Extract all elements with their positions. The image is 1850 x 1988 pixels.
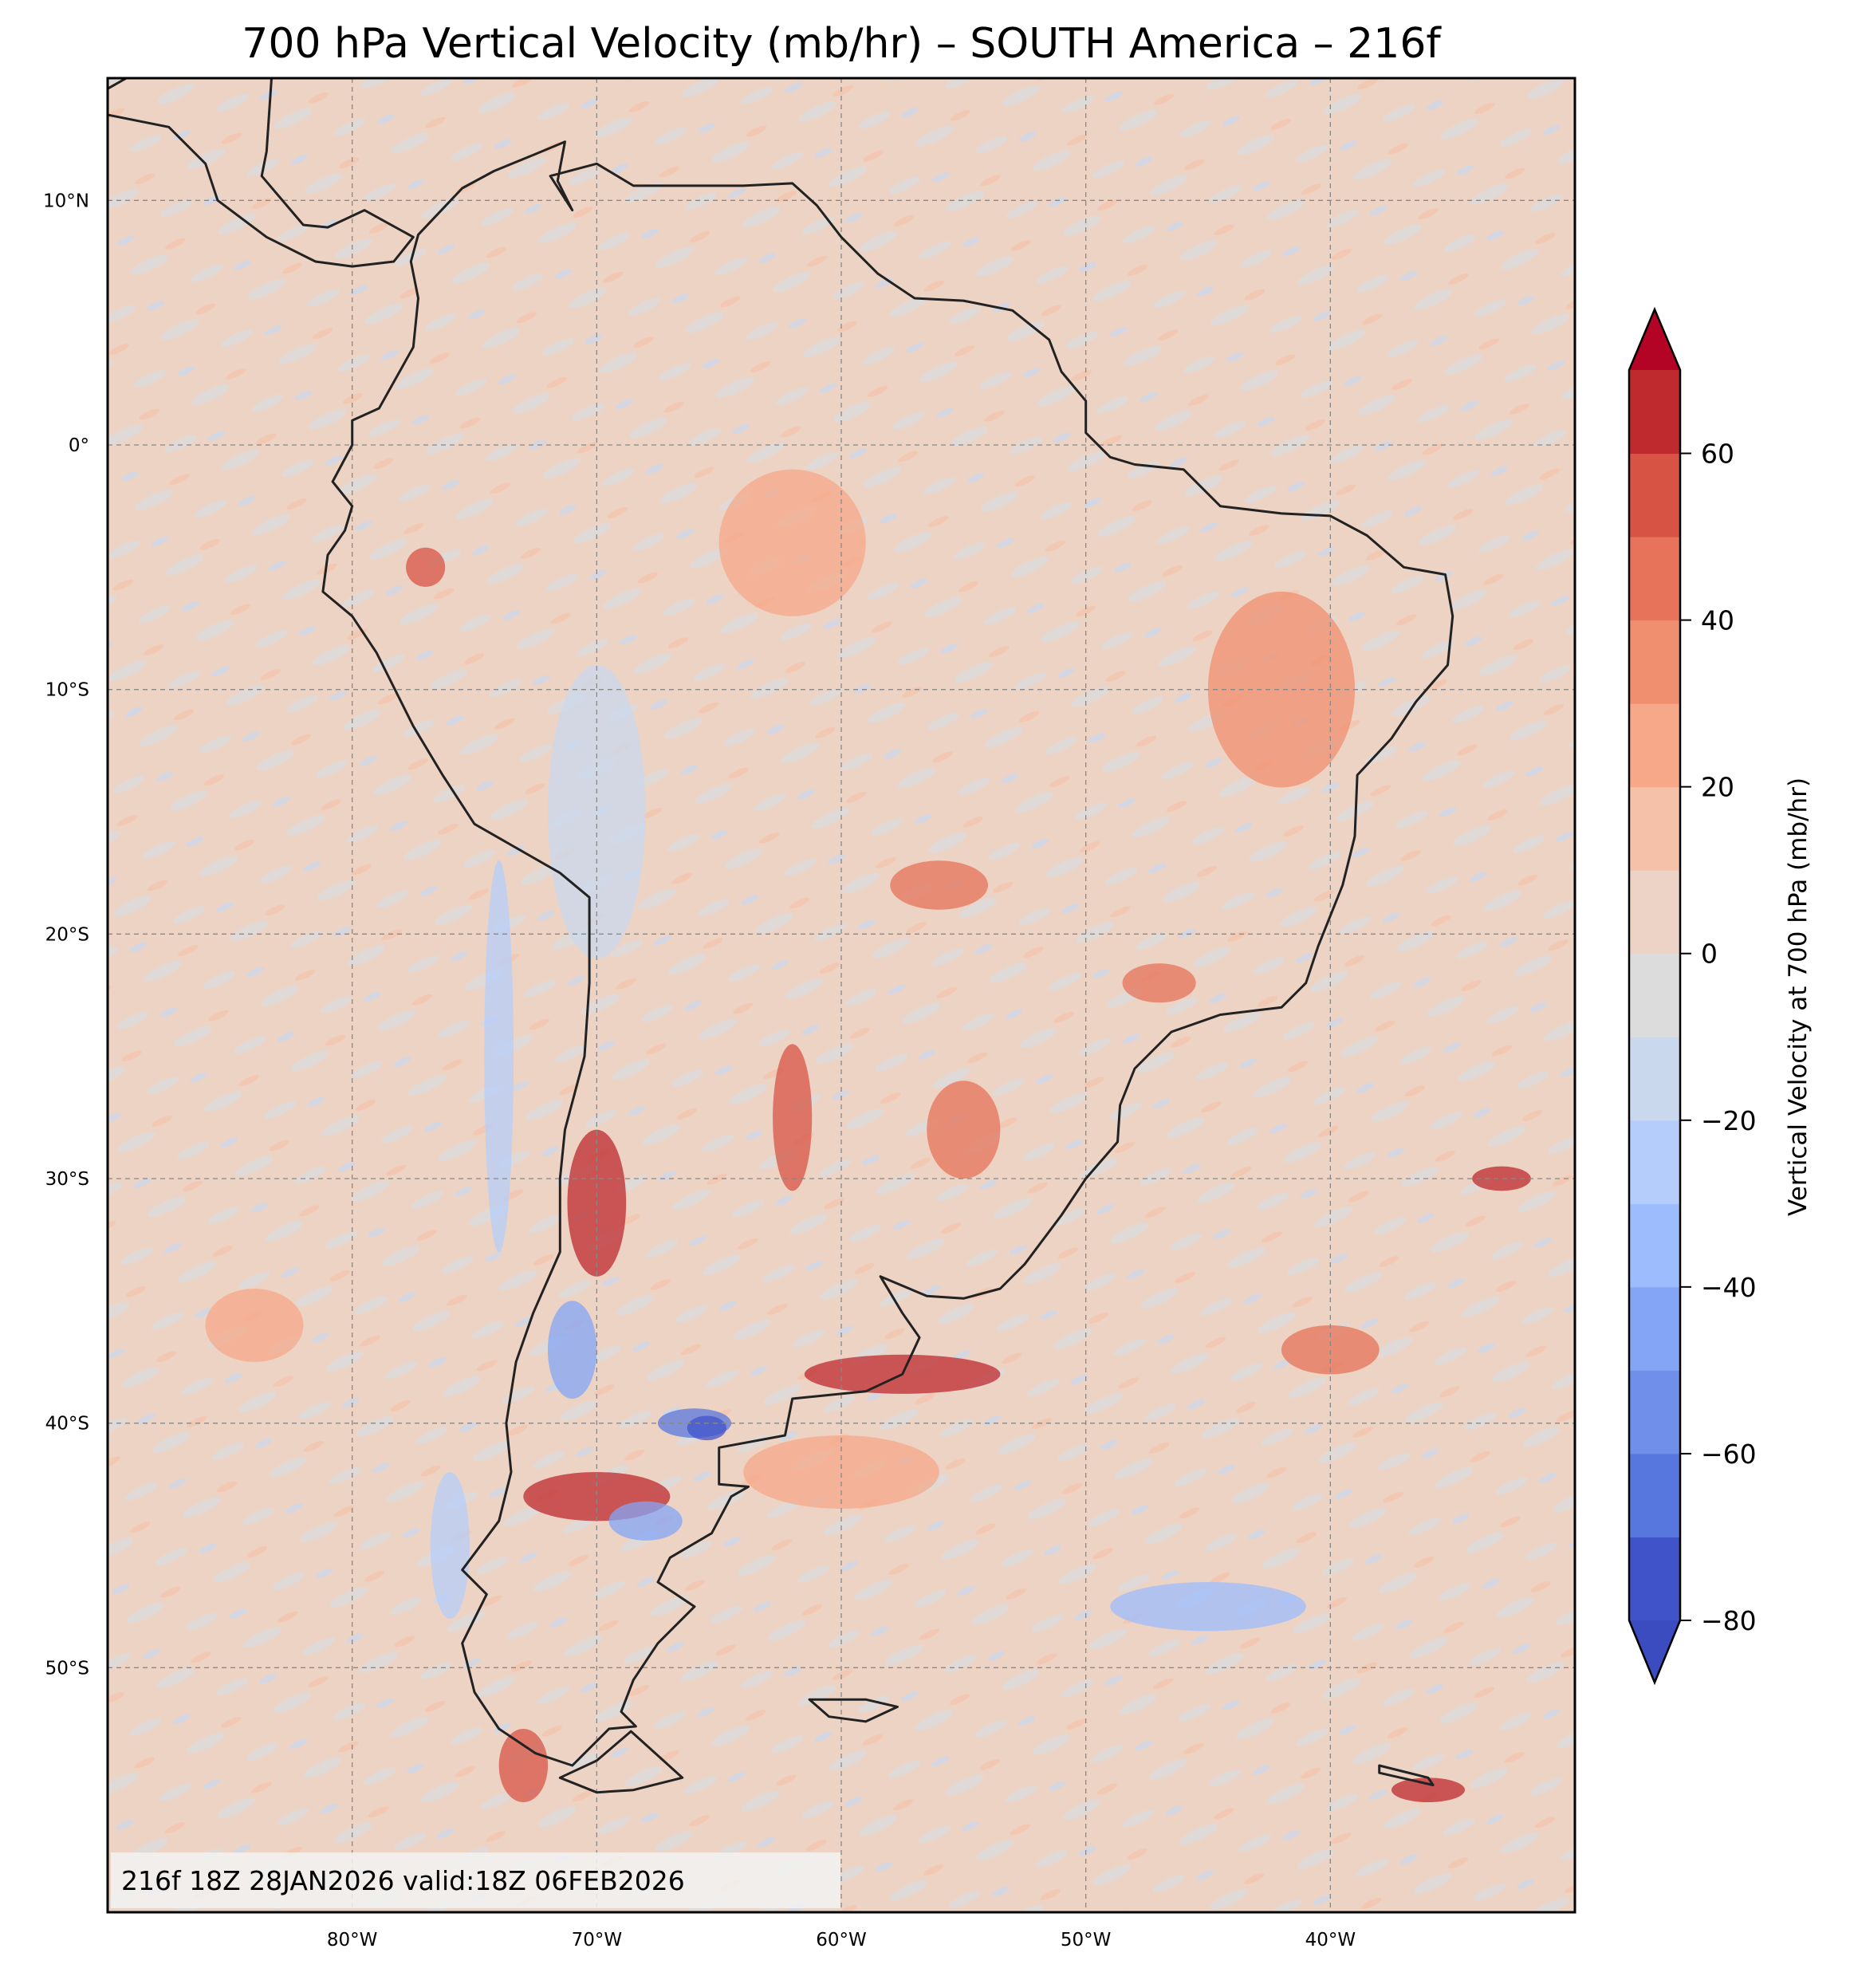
colorbar: 60 40 20 0 −20 −40 −60 −80 [1628, 306, 1757, 1686]
lon-tick-label: 70°W [572, 1930, 623, 1951]
colorbar-band [1629, 453, 1680, 537]
colorbar-band [1629, 537, 1680, 621]
lon-tick-label: 80°W [327, 1930, 378, 1951]
field-blob [743, 1435, 939, 1510]
colorbar-tick-label: −80 [1701, 1605, 1757, 1636]
central-america-coast [108, 78, 415, 268]
colorbar-band [1629, 1037, 1680, 1121]
field-blob [547, 1301, 597, 1399]
chart-title: 700 hPa Vertical Velocity (mb/hr) – SOUT… [242, 20, 1442, 68]
lat-tick-label: 20°S [45, 924, 89, 945]
field-blob [547, 664, 646, 959]
timestamp-label: 216f 18Z 28JAN2026 valid:18Z 06FEB2026 [121, 1865, 685, 1896]
colorbar-band [1629, 370, 1680, 455]
field-blob [927, 1081, 1001, 1179]
colorbar-tick-label: −20 [1701, 1105, 1757, 1136]
south-georgia-coast [1378, 1764, 1435, 1786]
field-blob [1281, 1325, 1380, 1375]
colorbar-extend-max [1629, 309, 1680, 370]
colorbar-band [1629, 953, 1680, 1037]
colorbar-tick-label: 40 [1701, 605, 1734, 636]
lat-tick-label: 40°S [45, 1414, 89, 1435]
tierra-del-fuego-coast [558, 1730, 684, 1794]
falkland-islands-coast [808, 1698, 899, 1723]
field-blob [430, 1471, 470, 1620]
colorbar-band [1629, 1203, 1680, 1288]
lat-tick-label: 10°N [43, 191, 89, 211]
colorbar-tick-label: −40 [1701, 1272, 1757, 1303]
colorbar-extend-min [1629, 1620, 1680, 1683]
colorbar-band [1629, 1453, 1680, 1537]
field-blob [687, 1415, 726, 1441]
lon-tick-label: 50°W [1061, 1930, 1112, 1951]
field-blob [718, 469, 866, 616]
lat-tick-label: 0° [69, 435, 89, 456]
colorbar-band [1629, 1370, 1680, 1455]
map-frame [106, 77, 1576, 1914]
colorbar-band [1629, 1120, 1680, 1204]
lat-tick-label: 30°S [45, 1169, 89, 1190]
colorbar-label: Vertical Velocity at 700 hPa (mb/hr) [1784, 777, 1813, 1216]
colorbar-band [1629, 786, 1680, 871]
colorbar-band [1629, 703, 1680, 788]
timestamp-box: 216f 18Z 28JAN2026 valid:18Z 06FEB2026 [111, 1852, 840, 1908]
axis-labels: 80°W 70°W 60°W 50°W 40°W 10°N 0° 10°S 20°S 30°S 40… [43, 191, 1356, 1951]
lon-tick-label: 40°W [1305, 1930, 1356, 1951]
map-panel [108, 78, 1575, 1912]
colorbar-tick-label: 60 [1701, 439, 1734, 470]
field-blob [484, 860, 514, 1253]
field-blob [1472, 1166, 1531, 1191]
lat-tick-label: 50°S [45, 1658, 89, 1679]
field-blob [406, 547, 446, 587]
colorbar-tick-label: 20 [1701, 772, 1734, 803]
colorbar-band [1629, 1286, 1680, 1371]
field-blob [1207, 591, 1356, 788]
field-blob [498, 1728, 549, 1803]
south-america-coast [321, 140, 1454, 1767]
colorbar-tick-label: −60 [1701, 1439, 1757, 1470]
field-blob [205, 1288, 304, 1363]
field-blob [1391, 1777, 1466, 1803]
lon-tick-label: 60°W [816, 1930, 867, 1951]
field-blob [1122, 963, 1196, 1003]
field-blob [890, 860, 989, 910]
lat-tick-label: 10°S [45, 680, 89, 701]
colorbar-band [1629, 620, 1680, 704]
field-blob [1110, 1581, 1306, 1632]
gridlines [108, 78, 1575, 1912]
velocity-field [205, 469, 1531, 1803]
field-blob [773, 1044, 813, 1191]
colorbar-band [1629, 870, 1680, 955]
coastlines [108, 78, 1454, 1794]
colorbar-tick-label: 0 [1701, 939, 1718, 970]
field-blob [608, 1501, 683, 1541]
colorbar-band [1629, 1537, 1680, 1621]
